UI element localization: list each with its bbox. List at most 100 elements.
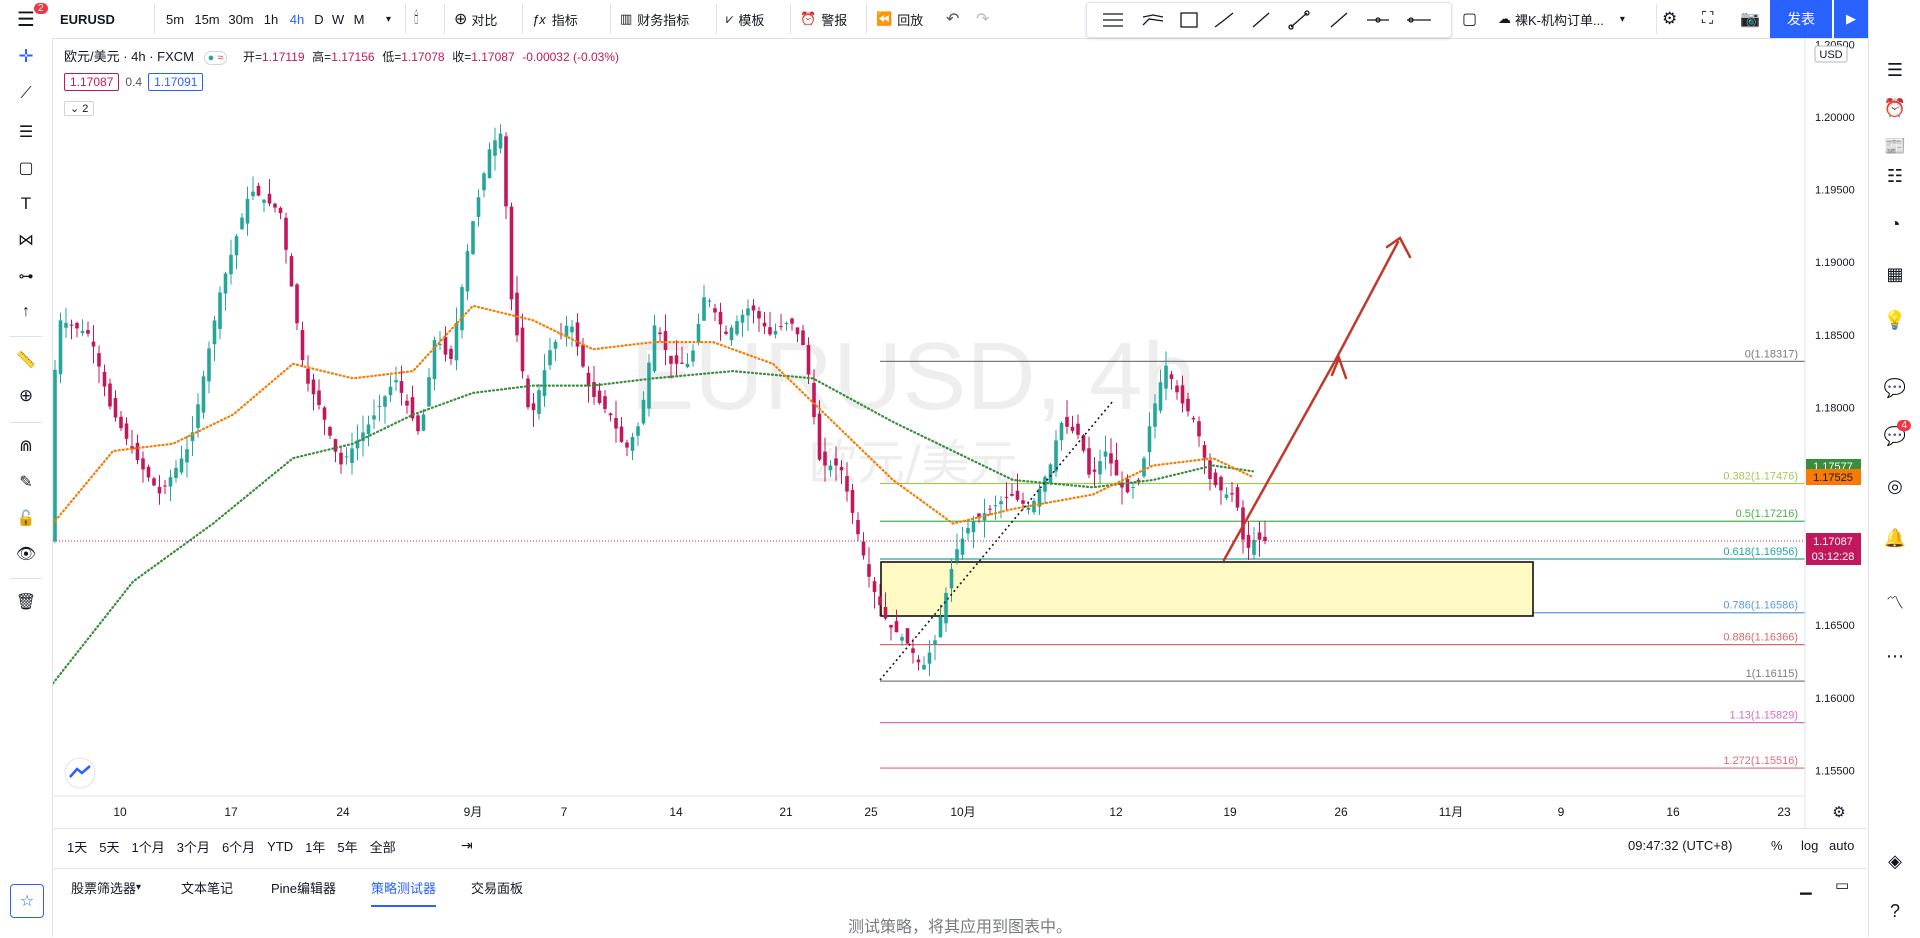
currency-box[interactable]: [1814, 45, 1848, 63]
bid-button[interactable]: 1.17087: [64, 73, 120, 91]
idea-bulb-icon[interactable]: 💡: [1883, 309, 1907, 330]
ray-icon[interactable]: [1330, 12, 1348, 28]
multi-lines-icon[interactable]: [1142, 14, 1164, 26]
range-8[interactable]: 全部: [369, 839, 396, 855]
rectangle-tool-icon[interactable]: [1180, 12, 1198, 28]
magnet-icon[interactable]: ⋒: [19, 438, 33, 455]
menu-button[interactable]: ☰ 2: [6, 0, 48, 38]
zoom-in-icon[interactable]: ⊕: [18, 386, 34, 405]
time-axis[interactable]: 10 17 24 9月 7 14 21 25 10月 12 19 26 11月 9 16 23: [113, 805, 1791, 819]
watchlist-icon[interactable]: ☰: [1886, 59, 1904, 80]
clock-timezone[interactable]: 09:47:32 (UTC+8): [1628, 838, 1733, 853]
chat-notifications-icon[interactable]: 💬 4: [1879, 420, 1911, 452]
pattern-tool-icon[interactable]: ⋈: [18, 232, 34, 249]
help-icon[interactable]: ?: [1889, 900, 1900, 921]
percent-toggle[interactable]: %: [1771, 838, 1783, 853]
log-toggle[interactable]: log: [1801, 838, 1819, 853]
interval-5m[interactable]: 5m: [165, 11, 185, 27]
demand-zone-rectangle[interactable]: [880, 561, 1534, 617]
panel-tab-1[interactable]: 文本笔记: [181, 880, 234, 896]
chat-icon[interactable]: 💬: [1883, 377, 1907, 398]
alarm-icon[interactable]: ⏰: [1883, 97, 1907, 118]
range-0[interactable]: 1天: [67, 839, 88, 855]
pulse-icon[interactable]: 〽: [1886, 593, 1904, 613]
lock-icon[interactable]: 🔓: [16, 510, 36, 527]
auto-toggle[interactable]: auto: [1829, 838, 1855, 853]
layout-name-button[interactable]: ☁ 裸K-机构订单... ▾: [1498, 11, 1625, 28]
panel-tab-4[interactable]: 交易面板: [471, 880, 524, 896]
shape-tool-icon[interactable]: ▢: [18, 160, 34, 177]
network-icon[interactable]: ⋯: [1886, 645, 1904, 666]
gear-icon[interactable]: ⚙: [1662, 9, 1678, 28]
range-5[interactable]: YTD: [267, 838, 294, 854]
replay-button[interactable]: ⏪ 回放: [876, 11, 924, 28]
interval-w[interactable]: W: [331, 11, 345, 27]
brush-icon[interactable]: [1214, 12, 1234, 28]
chevron-down-icon[interactable]: ▾: [386, 13, 392, 25]
pen-icon[interactable]: [1252, 12, 1270, 28]
undo-icon[interactable]: ↶: [946, 11, 960, 28]
panel-tab-0[interactable]: 股票筛选器 ▾: [71, 880, 142, 896]
eye-icon[interactable]: 👁: [15, 546, 37, 563]
symbol-search[interactable]: EURUSD: [60, 11, 115, 27]
financials-button[interactable]: ▥ 财务指标: [620, 11, 690, 28]
range-4[interactable]: 6个月: [221, 839, 256, 855]
layers-icon[interactable]: ◈: [1888, 850, 1902, 871]
alert-button[interactable]: ⏰ 警报: [800, 11, 848, 28]
news-icon[interactable]: 📰: [1883, 135, 1907, 156]
trend-line-tool-icon[interactable]: ⟋: [20, 85, 32, 102]
history-icon[interactable]: ◔: [1889, 213, 1901, 234]
details-list-icon[interactable]: ☷: [1886, 165, 1904, 186]
pencil-lock-icon[interactable]: ✎: [19, 474, 33, 491]
calendar-icon[interactable]: ▦: [1886, 263, 1904, 284]
interval-d[interactable]: D: [314, 11, 324, 27]
interval-4h[interactable]: 4h: [289, 11, 305, 27]
price-chart[interactable]: EURUSD, 4h 欧元/美元 0(1.18317) 0.382(1.17476…: [53, 39, 1867, 829]
interval-m[interactable]: M: [353, 11, 365, 27]
legend-symbol-name[interactable]: 欧元/美元 · 4h · FXCM: [64, 49, 195, 64]
panel-tab-3[interactable]: 策略测试器: [371, 869, 437, 907]
trend-line-icon[interactable]: [1288, 10, 1310, 30]
redo-icon[interactable]: ↷: [976, 11, 990, 28]
text-tool-icon[interactable]: T: [20, 194, 32, 213]
podcast-icon[interactable]: ◎: [1887, 475, 1903, 496]
fib-trend-line[interactable]: [879, 400, 1114, 681]
star-icon[interactable]: ☆: [10, 884, 44, 918]
prediction-tool-icon[interactable]: ⊶: [18, 268, 34, 285]
axis-settings-gear-icon[interactable]: ⚙: [1832, 803, 1845, 821]
minimize-panel-icon[interactable]: ▁: [1800, 878, 1812, 895]
compare-button[interactable]: ⊕ 对比: [454, 11, 498, 28]
templates-button[interactable]: ⩗ 模板: [726, 11, 765, 28]
collapse-indicators-button[interactable]: ⌄ 2: [64, 101, 95, 116]
range-3[interactable]: 3个月: [176, 839, 210, 855]
crosshair-icon[interactable]: ✛: [18, 45, 34, 66]
fullscreen-icon[interactable]: ⛶: [1702, 10, 1714, 27]
fib-tool-icon[interactable]: ☰: [18, 124, 34, 141]
panel-tab-2[interactable]: Pine编辑器: [271, 880, 337, 896]
horizontal-line-icon[interactable]: [1407, 17, 1431, 23]
arrow-up-icon[interactable]: ↑: [22, 303, 30, 320]
status-dots[interactable]: ● ≈: [203, 51, 228, 65]
range-7[interactable]: 5年: [337, 839, 358, 855]
indicators-button[interactable]: ƒx 指标: [532, 11, 578, 28]
interval-15m[interactable]: 15m: [194, 11, 220, 27]
fib-retracement[interactable]: 0(1.18317) 0.382(1.17476) 0.5(1.17216) 0.61…: [880, 348, 1805, 769]
range-1[interactable]: 5天: [99, 839, 120, 855]
interval-30m[interactable]: 30m: [228, 11, 254, 27]
range-6[interactable]: 1年: [305, 839, 326, 855]
publish-button[interactable]: 发表: [1770, 0, 1832, 38]
goto-date-icon[interactable]: ⇥: [461, 837, 473, 853]
candle-style-icon[interactable]: 🕯: [414, 10, 419, 27]
price-axis[interactable]: 1.205001.200001.195001.190001.185001.180…: [1815, 39, 1855, 777]
ruler-icon[interactable]: 📏: [16, 352, 36, 369]
bell-icon[interactable]: 🔔: [1883, 527, 1907, 548]
camera-icon[interactable]: 📷: [1740, 11, 1760, 28]
range-2[interactable]: 1个月: [131, 839, 165, 855]
projection-arrow[interactable]: [1222, 236, 1412, 562]
ask-button[interactable]: 1.17091: [148, 73, 204, 91]
horizontal-ray-icon[interactable]: [1367, 17, 1389, 23]
rectangle-select-icon[interactable]: ▢: [1462, 11, 1478, 28]
play-circle-icon[interactable]: ▶: [1834, 0, 1868, 38]
interval-1h[interactable]: 1h: [263, 11, 279, 27]
trash-icon[interactable]: 🗑: [15, 594, 37, 611]
